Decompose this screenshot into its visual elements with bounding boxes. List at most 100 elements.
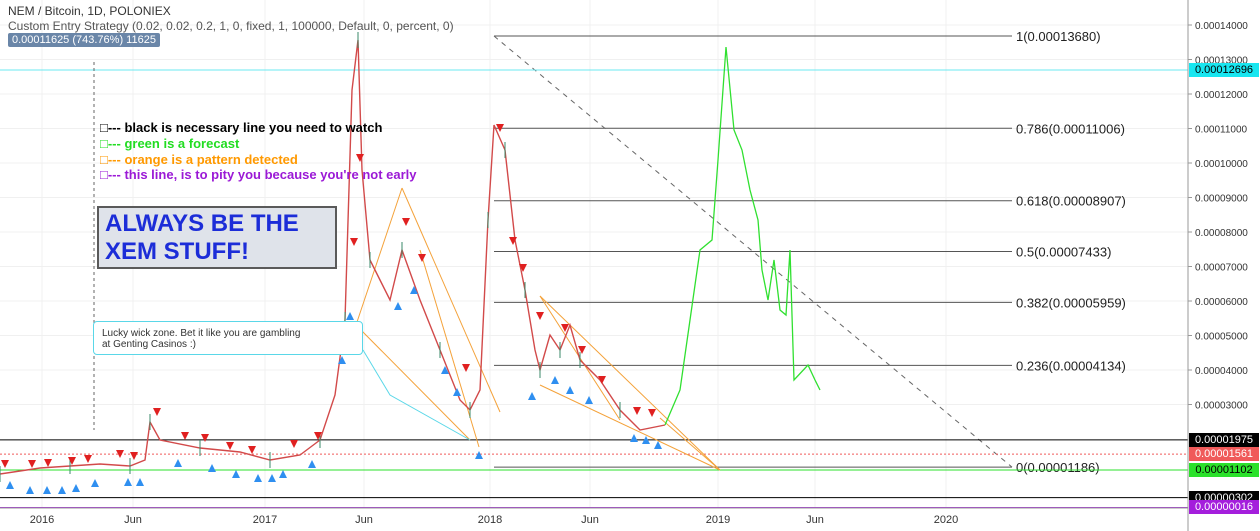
sell-arrow: [462, 364, 470, 372]
buy-arrow: [124, 478, 132, 486]
y-tick-label: 0.00006000: [1195, 297, 1248, 308]
buy-arrow: [58, 486, 66, 494]
buy-arrow: [551, 376, 559, 384]
price-tag: 0.00001102: [1189, 462, 1259, 477]
callout-line-2: at Genting Casinos :): [102, 339, 196, 350]
buy-arrow: [528, 392, 536, 400]
buy-arrow: [338, 356, 346, 364]
price-tag: 0.00000016: [1189, 500, 1259, 515]
pattern-line: [355, 324, 471, 441]
x-tick-label: Jun: [124, 514, 142, 526]
pattern-line: [355, 187, 403, 326]
y-tick-label: 0.00014000: [1195, 21, 1248, 32]
legend-black-line: □--- black is necessary line you need to…: [100, 120, 383, 135]
sell-arrow: [181, 432, 189, 440]
legend-orange-pattern: □--- orange is a pattern detected: [100, 152, 298, 167]
sell-arrow: [28, 460, 36, 468]
pattern-line: [659, 417, 721, 471]
buy-arrow: [136, 478, 144, 486]
sell-arrow: [350, 238, 358, 246]
fib-level-label: 0.786(0.00011006): [1016, 121, 1125, 136]
sell-arrow: [290, 440, 298, 448]
lucky-wick-callout: Lucky wick zone. Bet it like you are gam…: [93, 321, 363, 355]
y-tick-label: 0.00011000: [1195, 125, 1248, 136]
y-tick-label: 0.00005000: [1195, 332, 1248, 343]
indicator-label[interactable]: Custom Entry Strategy (0.02, 0.02, 0.2, …: [8, 19, 454, 33]
buy-arrow: [308, 460, 316, 468]
x-tick-label: 2020: [934, 514, 958, 526]
legend-green-forecast: □--- green is a forecast: [100, 136, 240, 151]
headline-line-2: XEM STUFF!: [105, 238, 249, 265]
sell-arrow: [130, 452, 138, 460]
fib-level-label: 0.236(0.00004134): [1016, 358, 1126, 373]
buy-arrow: [279, 470, 287, 478]
y-tick-label: 0.00003000: [1195, 401, 1248, 412]
sell-arrow: [598, 376, 606, 384]
buy-arrow: [174, 459, 182, 467]
x-tick-label: Jun: [581, 514, 599, 526]
buy-arrow: [208, 464, 216, 472]
fib-level-label: 0.618(0.00008907): [1016, 194, 1126, 209]
y-tick-label: 0.00010000: [1195, 159, 1248, 170]
sell-arrow: [561, 324, 569, 332]
buy-arrow: [268, 474, 276, 482]
fibonacci-levels: 1(0.00013680) 0.786(0.00011006) 0.618(0.00…: [493, 29, 1126, 475]
buy-arrow: [654, 441, 662, 449]
buy-arrow: [630, 434, 638, 442]
sell-arrow: [418, 254, 426, 262]
callout-pointer: [362, 349, 471, 441]
pattern-line: [539, 384, 721, 471]
fib-trend-line: [493, 35, 1013, 468]
price-axis: 0.00014000 0.00013000 0.00012000 0.00011000…: [1187, 0, 1248, 531]
pattern-line: [419, 249, 480, 448]
sell-arrow: [226, 442, 234, 450]
y-tick-label: 0.00012000: [1195, 90, 1248, 101]
fib-level-label: 0(0.00001186): [1016, 460, 1100, 475]
fib-level-label: 1(0.00013680): [1016, 29, 1101, 44]
sell-arrow: [201, 434, 209, 442]
buy-arrow: [26, 486, 34, 494]
buy-arrow: [394, 302, 402, 310]
buy-arrow: [441, 366, 449, 374]
price-tag: 0.00012696: [1189, 62, 1259, 77]
chart-title: NEM / Bitcoin, 1D, POLONIEX: [8, 4, 171, 18]
buy-arrow: [453, 388, 461, 396]
buy-arrow: [585, 396, 593, 404]
fib-level-label: 0.5(0.00007433): [1016, 245, 1111, 260]
sell-arrow: [536, 312, 544, 320]
buy-arrow: [232, 470, 240, 478]
fib-level-label: 0.382(0.00005959): [1016, 295, 1126, 310]
price-tag: 0.00001975: [1189, 432, 1259, 447]
headline-line-1: ALWAYS BE THE: [105, 210, 299, 237]
sell-arrow: [1, 460, 9, 468]
sell-arrow: [116, 450, 124, 458]
time-axis: 2016 Jun 2017 Jun 2018 Jun 2019 Jun 2020: [0, 507, 1188, 526]
forecast-series: [664, 46, 821, 426]
sell-arrow: [314, 432, 322, 440]
buy-arrow: [566, 386, 574, 394]
x-tick-label: 2016: [30, 514, 54, 526]
buy-arrow: [410, 286, 418, 294]
y-tick-label: 0.00009000: [1195, 194, 1248, 205]
buy-arrow: [91, 479, 99, 487]
x-tick-label: Jun: [806, 514, 824, 526]
y-tick-label: 0.00004000: [1195, 366, 1248, 377]
y-tick-label: 0.00013000: [1195, 56, 1248, 67]
sell-arrow: [402, 218, 410, 226]
headline-box: ALWAYS BE THE XEM STUFF!: [97, 206, 337, 269]
buy-arrow: [475, 451, 483, 459]
sell-arrow: [578, 346, 586, 354]
sell-arrow: [633, 407, 641, 415]
sell-arrow: [248, 446, 256, 454]
sell-arrow: [153, 408, 161, 416]
x-tick-label: 2017: [253, 514, 277, 526]
sell-arrow: [84, 455, 92, 463]
x-tick-label: 2018: [478, 514, 502, 526]
y-tick-label: 0.00008000: [1195, 228, 1248, 239]
y-tick-label: 0.00007000: [1195, 263, 1248, 274]
sell-arrow: [496, 124, 504, 132]
legend-purple-line: □--- this line, is to pity you because y…: [100, 167, 417, 182]
buy-arrow: [72, 484, 80, 492]
sell-arrow: [648, 409, 656, 417]
horizontal-lines: [0, 62, 1188, 508]
